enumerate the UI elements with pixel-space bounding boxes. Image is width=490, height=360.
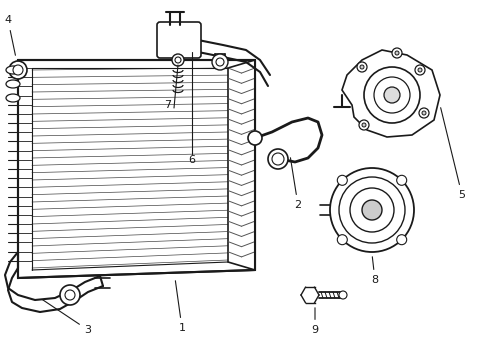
Circle shape <box>212 54 228 70</box>
Text: 2: 2 <box>291 158 301 210</box>
Circle shape <box>350 188 394 232</box>
Circle shape <box>360 65 364 69</box>
Text: 1: 1 <box>175 281 186 333</box>
Circle shape <box>248 131 262 145</box>
Circle shape <box>362 200 382 220</box>
Ellipse shape <box>6 94 20 102</box>
Circle shape <box>272 153 284 165</box>
Circle shape <box>397 235 407 245</box>
Polygon shape <box>228 60 255 270</box>
Circle shape <box>374 77 410 113</box>
Circle shape <box>392 48 402 58</box>
Circle shape <box>362 123 366 127</box>
Circle shape <box>415 65 425 75</box>
Circle shape <box>13 65 23 75</box>
Circle shape <box>339 177 405 243</box>
Circle shape <box>357 62 367 72</box>
Text: 9: 9 <box>312 308 318 335</box>
Circle shape <box>418 68 422 72</box>
Text: 5: 5 <box>441 108 465 200</box>
FancyBboxPatch shape <box>157 22 201 58</box>
Circle shape <box>364 67 420 123</box>
Circle shape <box>397 175 407 185</box>
Circle shape <box>359 120 369 130</box>
Polygon shape <box>342 50 440 137</box>
Circle shape <box>172 54 184 66</box>
Circle shape <box>337 175 347 185</box>
Circle shape <box>339 291 347 299</box>
Circle shape <box>395 51 399 55</box>
Text: 4: 4 <box>4 15 15 55</box>
Ellipse shape <box>6 66 20 74</box>
Circle shape <box>384 87 400 103</box>
Text: 7: 7 <box>165 100 172 110</box>
Ellipse shape <box>6 80 20 88</box>
Circle shape <box>330 168 414 252</box>
Circle shape <box>337 235 347 245</box>
Circle shape <box>268 149 288 169</box>
Circle shape <box>175 57 181 63</box>
Circle shape <box>422 111 426 115</box>
Circle shape <box>216 58 224 66</box>
Circle shape <box>419 108 429 118</box>
Circle shape <box>65 290 75 300</box>
Text: 6: 6 <box>189 155 196 165</box>
Text: 8: 8 <box>371 257 379 285</box>
Polygon shape <box>18 60 255 278</box>
Text: 3: 3 <box>42 300 92 335</box>
Circle shape <box>60 285 80 305</box>
Circle shape <box>9 61 27 79</box>
